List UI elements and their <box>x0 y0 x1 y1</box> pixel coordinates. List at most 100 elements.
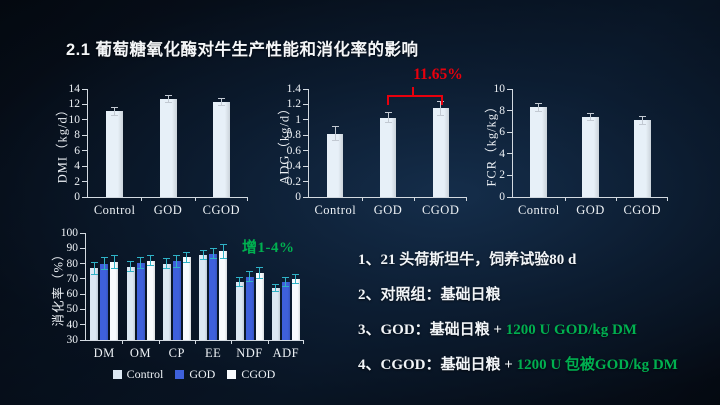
y-tick-mark <box>506 88 512 90</box>
bar <box>245 276 254 340</box>
y-tick-mark <box>302 150 308 152</box>
error-bar <box>440 101 442 116</box>
y-tick-mark <box>506 196 512 198</box>
legend-swatch <box>175 370 185 379</box>
y-tick-label: 1.2 <box>286 98 301 111</box>
error-bar <box>222 244 224 259</box>
y-tick-mark <box>506 110 512 112</box>
y-tick-label: 2 <box>74 175 80 188</box>
bar <box>281 281 290 340</box>
y-tick-mark <box>79 308 85 310</box>
error-bar-cap <box>236 276 243 278</box>
error-bar-cap <box>110 267 118 269</box>
error-bar-cap <box>217 97 225 99</box>
y-tick-mark <box>302 181 308 183</box>
x-tick-mark <box>195 340 196 344</box>
y-tick-mark <box>302 103 308 105</box>
error-bar-cap <box>183 252 191 254</box>
y-tick-label: 0 <box>74 191 80 203</box>
y-tick-mark <box>506 153 512 155</box>
error-bar-cap <box>164 101 172 103</box>
y-tick-label: 10 <box>68 113 81 126</box>
bar <box>126 266 135 340</box>
y-tick-mark <box>79 278 85 280</box>
dmi-plot-area: 0 2 4 6 8 10 12 14 Control GOD CGOD <box>69 83 248 217</box>
y-tick-mark <box>302 119 308 121</box>
error-bar-cap <box>173 254 181 256</box>
error-bar <box>93 262 95 275</box>
slide-title: 2.1 葡萄糖氧化酶对牛生产性能和消化率的影响 <box>66 41 419 59</box>
category-label: CGOD <box>623 203 661 217</box>
error-bar-cap <box>437 114 445 116</box>
note-2-text: 2、对照组：基础日粮 <box>358 287 501 303</box>
y-tick-label: 0 <box>499 191 505 203</box>
y-tick-mark <box>79 293 85 295</box>
x-tick-mark <box>616 197 618 201</box>
legend-label: GOD <box>189 367 216 381</box>
error-bar <box>186 252 188 263</box>
x-tick-mark <box>122 340 124 344</box>
error-bar-cap <box>90 273 98 275</box>
category-label: ADF <box>272 346 300 360</box>
error-bar-cap <box>173 266 181 268</box>
bar <box>110 262 119 340</box>
error-bar <box>538 103 540 112</box>
note-3-green-text: 1200 U GOD/kg DM <box>505 322 637 338</box>
y-tick-mark <box>81 103 87 105</box>
category-label: GOD <box>576 203 605 217</box>
category-label: CGOD <box>421 203 460 217</box>
bar <box>432 108 449 197</box>
error-bar-cap <box>587 113 594 115</box>
y-tick-label: 0.4 <box>286 160 301 173</box>
bar <box>380 117 396 197</box>
x-tick-mark <box>194 197 196 201</box>
y-tick-label: 0 <box>295 191 301 203</box>
y-tick-mark <box>81 150 87 152</box>
error-bar-cap <box>199 250 207 252</box>
bar <box>100 263 109 340</box>
error-bar-cap <box>147 254 154 256</box>
error-bar <box>113 255 115 269</box>
category-label: DM <box>93 346 115 360</box>
legend-item: Control <box>112 367 163 382</box>
error-bar-cap <box>147 265 154 267</box>
y-tick-mark <box>302 134 308 136</box>
bar <box>235 281 244 340</box>
error-bar-cap <box>111 107 119 108</box>
error-bar <box>176 255 178 268</box>
error-bar-cap <box>163 257 171 259</box>
error-bar <box>140 257 141 269</box>
y-tick-label: 0.2 <box>286 175 301 188</box>
error-bar-cap <box>256 266 263 268</box>
bar <box>146 260 155 340</box>
bar <box>199 255 208 340</box>
y-tick-mark <box>81 181 87 183</box>
error-bar-cap <box>638 123 646 125</box>
category-label: NDF <box>236 346 263 360</box>
note-line-1: 1、21 头荷斯坦牛，饲养试验80 d <box>358 248 576 269</box>
error-bar-cap <box>331 126 339 128</box>
error-bar-cap <box>638 116 646 118</box>
error-bar-cap <box>127 260 134 262</box>
error-bar <box>249 271 250 282</box>
digestibility-increase-annotation: 增1-4% <box>242 240 295 256</box>
error-bar-cap <box>272 291 280 293</box>
y-tick-mark <box>81 134 87 136</box>
legend-item: GOD <box>175 367 215 382</box>
error-bar-cap <box>535 110 543 112</box>
dmi-chart: DMI（kg/d） 0 2 4 6 8 10 12 14 Control GOD CGOD <box>50 80 265 222</box>
error-bar-cap <box>331 140 339 142</box>
x-tick-mark <box>466 197 467 201</box>
bar <box>530 107 548 197</box>
y-tick-label: 4 <box>74 160 80 173</box>
y-tick-mark <box>506 131 512 133</box>
error-bar-cap <box>292 273 300 275</box>
error-bar-cap <box>219 243 227 245</box>
y-tick-label: 14 <box>68 83 81 95</box>
bar <box>255 272 264 340</box>
error-bar <box>275 284 277 292</box>
category-label: CP <box>168 346 185 360</box>
y-tick-label: 100 <box>60 227 78 239</box>
error-bar <box>285 277 287 287</box>
error-bar <box>212 248 214 259</box>
